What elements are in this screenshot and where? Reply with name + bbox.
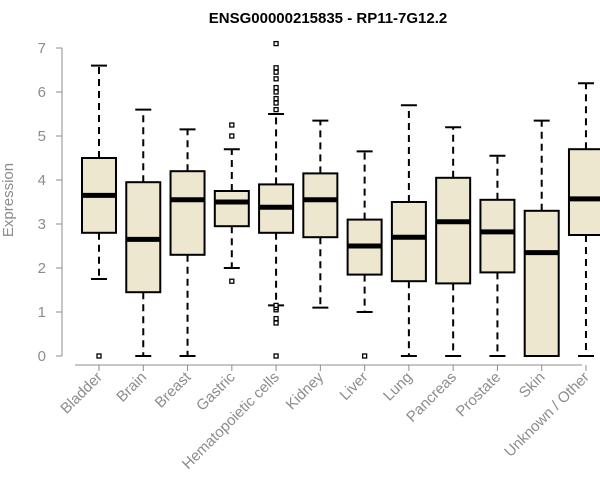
x-tick-label: Skin <box>516 369 549 402</box>
box-brain <box>125 108 162 357</box>
box-breast <box>169 128 206 357</box>
outlier-point <box>273 302 279 309</box>
x-tick-label: Lung <box>380 369 416 405</box>
outlier-point <box>361 353 368 359</box>
box-prostate <box>479 154 516 357</box>
box-liver <box>346 150 383 359</box>
chart-title: ENSG00000215835 - RP11-7G12.2 <box>209 10 448 27</box>
x-tick-label: Bladder <box>57 369 106 418</box>
outlier-point <box>273 353 279 359</box>
y-tick-label: 5 <box>38 128 46 145</box>
outlier-point <box>229 122 235 128</box>
outlier-point <box>273 69 279 75</box>
outlier-point <box>273 315 279 322</box>
box-skin <box>523 119 560 357</box>
box-lung <box>390 104 427 357</box>
box-unknown-other <box>567 82 600 357</box>
x-tick-label: Unknown / Other <box>501 369 593 461</box>
outlier-point <box>229 278 235 284</box>
y-tick-label: 3 <box>38 216 46 233</box>
outlier-point <box>273 76 279 82</box>
box-bladder <box>81 64 117 359</box>
x-tick-label: Kidney <box>283 368 328 413</box>
box-pancreas <box>435 126 472 357</box>
outlier-point <box>273 95 279 102</box>
outlier-point <box>273 106 279 113</box>
box-group <box>81 40 600 359</box>
outlier-point <box>96 353 102 359</box>
box-gastric <box>213 122 250 284</box>
x-tick-label: Brain <box>113 369 150 406</box>
x-tick-label: Breast <box>152 368 195 411</box>
y-tick-group: 0 1 2 3 4 5 6 7 <box>38 40 62 365</box>
outlier-point <box>273 89 279 95</box>
box-hematopoietic-cells <box>258 40 295 359</box>
y-tick-label: 0 <box>38 348 46 365</box>
box-iqr <box>479 198 516 274</box>
y-tick-label: 4 <box>38 172 46 189</box>
outlier-point <box>273 84 279 91</box>
box-iqr <box>169 170 206 256</box>
outlier-point <box>273 320 279 326</box>
outlier-point <box>273 100 279 106</box>
outlier-point <box>273 65 279 71</box>
y-tick-label: 7 <box>38 40 46 57</box>
outlier-point <box>273 40 279 47</box>
box-iqr <box>213 190 250 228</box>
box-iqr <box>302 172 339 239</box>
y-tick-label: 1 <box>38 304 46 321</box>
box-iqr <box>567 148 600 236</box>
y-tick-label: 2 <box>38 260 46 277</box>
box-iqr <box>523 209 560 357</box>
x-tick-label: Prostate <box>453 369 505 421</box>
x-tick-label: Liver <box>336 369 371 404</box>
outlier-point <box>229 133 235 139</box>
box-iqr <box>390 201 427 283</box>
y-axis-label: Expression <box>0 163 17 237</box>
box-kidney <box>302 119 339 309</box>
box-iqr <box>435 176 472 285</box>
y-tick-label: 6 <box>38 84 46 101</box>
